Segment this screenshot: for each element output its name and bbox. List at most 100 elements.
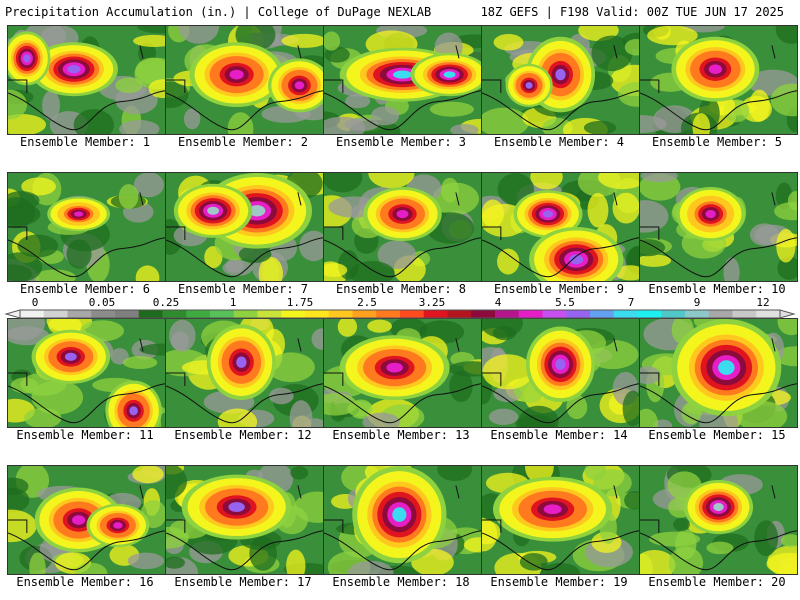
precip-texture <box>17 234 59 258</box>
state-border <box>640 226 660 240</box>
ensemble-panel-2 <box>165 25 324 135</box>
precip-texture <box>618 81 639 107</box>
river-line <box>613 485 618 499</box>
precip-map <box>166 173 323 281</box>
colorbar-segment <box>613 310 638 318</box>
precip-map <box>324 26 481 134</box>
precip-texture <box>640 254 672 267</box>
precip-maximum <box>525 82 533 89</box>
precip-maximum <box>542 210 554 218</box>
coastline <box>482 530 639 571</box>
precip-texture <box>238 245 272 263</box>
precip-maximum <box>555 68 566 81</box>
colorbar-tick-label: 5.5 <box>555 296 575 309</box>
precip-texture <box>171 331 189 351</box>
precip-map <box>8 319 165 427</box>
ensemble-panel-18 <box>323 465 482 575</box>
precip-maximum <box>569 254 584 265</box>
colorbar-segment <box>162 310 187 318</box>
precip-map <box>482 26 639 134</box>
panel-label: Ensemble Member: 20 <box>648 575 786 589</box>
precip-texture <box>377 240 417 269</box>
colorbar-segment <box>376 310 401 318</box>
precip-map <box>8 26 165 134</box>
precip-texture <box>775 26 797 44</box>
ensemble-panel-7 <box>165 172 324 282</box>
coastline <box>640 383 797 424</box>
panel-label: Ensemble Member: 18 <box>332 575 470 589</box>
precip-texture <box>612 192 639 224</box>
coastline <box>8 90 165 131</box>
precip-texture <box>781 534 797 548</box>
precip-texture <box>566 394 588 420</box>
coastline <box>324 530 481 571</box>
coastline <box>324 237 481 278</box>
precip-texture <box>73 109 114 134</box>
precip-texture <box>519 553 548 571</box>
precip-texture <box>183 108 201 130</box>
ensemble-panel-13 <box>323 318 482 428</box>
state-border <box>8 372 28 386</box>
river-line <box>139 338 144 352</box>
precip-texture <box>593 469 632 497</box>
colorbar-tick-label: 1.75 <box>286 296 314 309</box>
precip-map <box>8 466 165 574</box>
precip-texture <box>299 230 323 262</box>
ensemble-panel-9 <box>481 172 640 282</box>
precip-texture <box>122 356 158 370</box>
precip-texture <box>767 545 797 574</box>
colorbar-tick-label: 2.5 <box>357 296 377 309</box>
precip-map <box>482 466 639 574</box>
precip-maximum <box>23 54 31 63</box>
precip-texture <box>583 120 617 134</box>
precip-texture <box>347 560 394 574</box>
ensemble-panel-6 <box>7 172 166 282</box>
precip-texture <box>289 400 313 427</box>
precip-maximum <box>228 502 245 512</box>
precip-texture <box>591 35 633 72</box>
state-border <box>8 226 28 240</box>
precip-texture <box>135 265 160 281</box>
panel-label: Ensemble Member: 14 <box>490 428 628 442</box>
state-border <box>482 372 502 386</box>
precip-texture <box>294 491 323 523</box>
colorbar-segment <box>138 310 163 318</box>
panel-label: Ensemble Member: 9 <box>493 282 625 296</box>
colorbar-tick-label: 3.25 <box>418 296 446 309</box>
colorbar-segment <box>281 310 306 318</box>
precip-texture <box>647 26 698 46</box>
precip-texture <box>640 408 659 427</box>
colorbar-segment <box>115 310 140 318</box>
colorbar-segment <box>590 310 615 318</box>
precip-texture <box>429 101 474 117</box>
precip-texture <box>640 115 667 134</box>
precip-texture <box>640 173 678 183</box>
precip-texture <box>324 31 341 51</box>
coastline <box>640 530 797 571</box>
precip-maximum <box>705 209 716 219</box>
ensemble-panel-16 <box>7 465 166 575</box>
panel-label: Ensemble Member: 1 <box>19 135 151 149</box>
precip-texture <box>706 541 734 555</box>
state-border <box>8 79 28 93</box>
precip-texture <box>347 401 373 417</box>
precip-map <box>324 173 481 281</box>
ensemble-panel-10 <box>639 172 798 282</box>
precip-texture <box>34 269 76 281</box>
precip-texture <box>10 377 39 394</box>
ensemble-panel-17 <box>165 465 324 575</box>
river-line <box>771 485 776 499</box>
precip-texture <box>148 79 165 99</box>
precip-texture <box>24 407 62 427</box>
precip-texture <box>624 491 639 510</box>
river-line <box>297 45 302 59</box>
panel-label: Ensemble Member: 10 <box>648 282 786 296</box>
colorbar-segment <box>518 310 543 318</box>
state-border <box>324 79 344 93</box>
precip-maximum <box>72 515 86 525</box>
precip-texture <box>448 361 481 377</box>
precip-texture <box>540 562 581 574</box>
precip-texture <box>432 182 480 215</box>
precip-texture <box>482 319 523 338</box>
precip-texture <box>723 257 740 281</box>
